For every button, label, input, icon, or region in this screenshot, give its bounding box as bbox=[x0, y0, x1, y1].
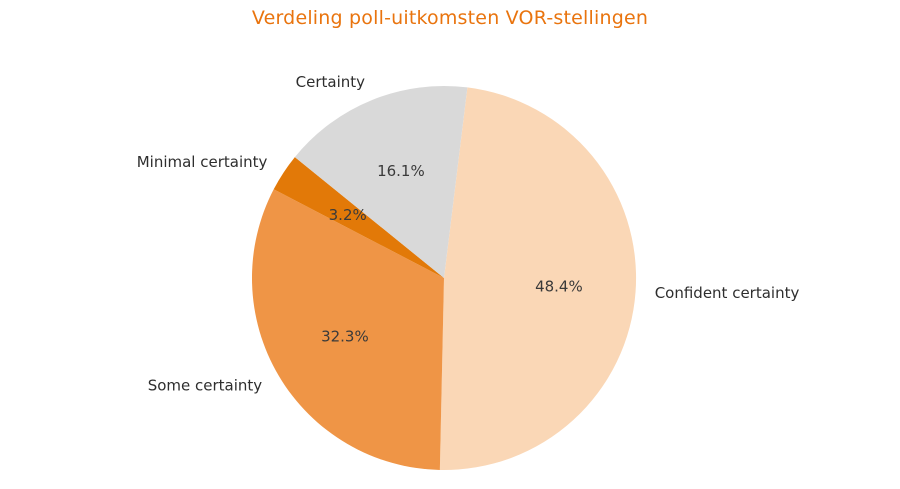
pie-label-certainty: Certainty bbox=[296, 73, 365, 91]
pie-slice-minimal-certainty bbox=[273, 157, 444, 278]
pie-slice-some-certainty bbox=[251, 189, 444, 470]
pie-label-minimal-certainty: Minimal certainty bbox=[137, 153, 268, 171]
pie-percent-minimal-certainty: 3.2% bbox=[329, 206, 367, 224]
pie-percent-confident-certainty: 48.4% bbox=[535, 277, 583, 295]
pie-label-confident-certainty: Confident certainty bbox=[655, 284, 800, 302]
pie-slice-confident-certainty bbox=[439, 87, 637, 471]
pie-slice-certainty bbox=[294, 85, 468, 279]
pie-label-some-certainty: Some certainty bbox=[148, 377, 263, 395]
pie-percent-certainty: 16.1% bbox=[377, 162, 425, 180]
chart-title: Verdeling poll-uitkomsten VOR-stellingen bbox=[251, 7, 649, 29]
pie-percent-some-certainty: 32.3% bbox=[321, 328, 369, 346]
